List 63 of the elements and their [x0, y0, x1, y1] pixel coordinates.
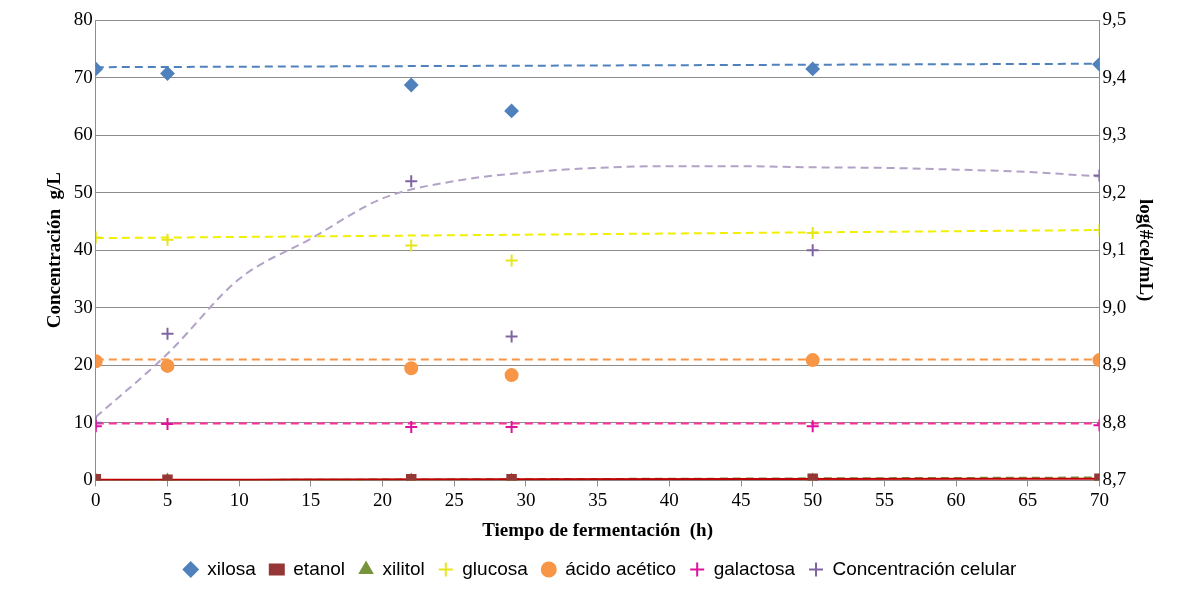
- point: [504, 419, 519, 434]
- x-tick-label: 60: [946, 488, 966, 510]
- line-series: [95, 165, 1100, 419]
- y-tick-label: 20: [73, 353, 93, 375]
- y2-tick-label: 9,1: [1102, 238, 1127, 260]
- y-tick-label: 10: [73, 410, 93, 432]
- x-tick-label: 15: [301, 488, 321, 510]
- point: [805, 61, 820, 76]
- point: [504, 329, 519, 344]
- point: [404, 238, 419, 253]
- legend-label: galactosa: [713, 557, 796, 579]
- y-tick-label: 40: [73, 238, 93, 260]
- x-tick-label: 40: [659, 488, 679, 510]
- y2-tick-label: 9,2: [1102, 180, 1127, 202]
- legend-label: etanol: [293, 557, 346, 579]
- point: [805, 243, 820, 258]
- point: [160, 232, 175, 247]
- y-tick-label: 70: [73, 65, 93, 87]
- point: [504, 103, 519, 118]
- point: [504, 253, 519, 268]
- legend-label: Concentración celular: [832, 557, 1017, 579]
- y2-tick-label: 8,7: [1102, 468, 1127, 490]
- legend-label: glucosa: [462, 557, 529, 579]
- point: [404, 361, 419, 376]
- point: [504, 368, 519, 383]
- y2-tick-label: 9,5: [1102, 7, 1127, 29]
- y-tick-label: 80: [73, 7, 93, 29]
- x-tick-label: 20: [373, 488, 393, 510]
- point: [805, 419, 820, 434]
- x-tick-label: 65: [1018, 488, 1038, 510]
- x-tick-label: 45: [731, 488, 751, 510]
- y-tick-label: 0: [83, 468, 93, 490]
- y2-axis-title: log(#cel/mL): [1134, 199, 1157, 302]
- y2-tick-label: 9,3: [1102, 123, 1127, 145]
- legend-label: xilosa: [207, 557, 257, 579]
- x-tick-label: 55: [874, 488, 894, 510]
- point: [160, 417, 175, 431]
- x-tick-label: 5: [162, 488, 173, 510]
- point: [160, 358, 175, 373]
- y-axis-title: Concentración g/L: [43, 172, 65, 329]
- y-tick-label: 50: [73, 180, 93, 202]
- point: [805, 353, 820, 368]
- x-tick-label: 25: [444, 488, 464, 510]
- legend-label: xilitol: [382, 557, 425, 579]
- x-tick-label: 50: [803, 488, 823, 510]
- x-tick-label: 70: [1089, 488, 1109, 510]
- x-tick-label: 35: [588, 488, 608, 510]
- point: [160, 326, 175, 341]
- point: [805, 225, 820, 240]
- y2-tick-label: 9,4: [1102, 65, 1127, 87]
- point: [404, 174, 419, 189]
- point: [160, 66, 175, 81]
- x-axis-title: Tiempo de fermentación (h): [482, 518, 714, 541]
- point: [404, 78, 419, 93]
- y-tick-label: 30: [73, 295, 93, 317]
- y2-tick-label: 8,8: [1102, 410, 1127, 432]
- x-tick-label: 10: [229, 488, 249, 510]
- y-tick-label: 60: [73, 123, 93, 145]
- y2-tick-label: 9,0: [1102, 295, 1127, 317]
- legend-label: ácido acético: [565, 557, 677, 579]
- y2-tick-label: 8,9: [1102, 353, 1127, 375]
- x-tick-label: 30: [516, 488, 536, 510]
- point: [404, 419, 419, 434]
